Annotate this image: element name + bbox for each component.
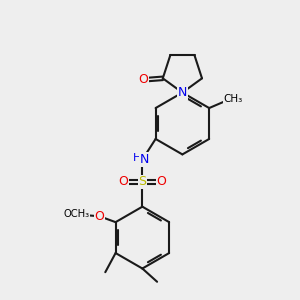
Text: O: O [94, 210, 104, 223]
Text: S: S [138, 175, 146, 188]
Text: O: O [157, 175, 166, 188]
Text: H: H [133, 153, 141, 163]
Text: OCH₃: OCH₃ [64, 209, 90, 219]
Text: CH₃: CH₃ [224, 94, 243, 104]
Text: O: O [139, 73, 148, 86]
Text: N: N [178, 86, 187, 99]
Text: O: O [118, 175, 128, 188]
Text: N: N [140, 153, 149, 166]
